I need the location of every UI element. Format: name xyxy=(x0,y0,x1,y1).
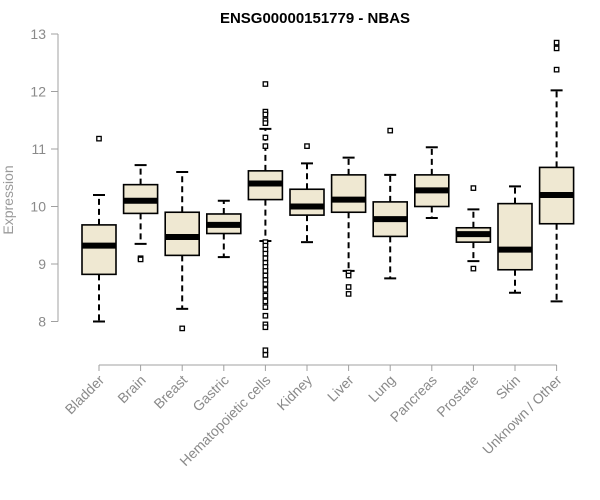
x-tick-label: Liver xyxy=(324,372,357,405)
outlier-point xyxy=(304,143,310,149)
outlier-point xyxy=(262,292,269,299)
outlier-point xyxy=(262,255,269,262)
outlier-point xyxy=(470,185,477,191)
outlier-point xyxy=(262,298,269,305)
outlier-point xyxy=(553,39,560,46)
outlier-point xyxy=(470,265,477,272)
y-tick-label: 11 xyxy=(31,141,46,157)
iqr-box xyxy=(497,202,533,271)
outlier-point xyxy=(553,45,560,52)
box-bladder xyxy=(81,135,117,323)
y-axis-label: Expression xyxy=(0,165,16,234)
outlier-point xyxy=(262,268,269,274)
x-tick-label: Lung xyxy=(365,372,398,405)
outlier-point xyxy=(262,250,269,257)
x-tick-label: Brain xyxy=(114,372,148,406)
box-prostate xyxy=(455,185,492,272)
iqr-box xyxy=(164,211,200,257)
outlier-point xyxy=(553,66,560,73)
iqr-box xyxy=(81,224,117,276)
x-tick-label: Breast xyxy=(150,372,190,412)
y-tick-label: 13 xyxy=(30,26,46,42)
box-unknown-other xyxy=(538,39,575,303)
box-hematopoietic-cells xyxy=(247,81,284,358)
y-tick-label: 12 xyxy=(30,84,46,100)
y-tick-label: 10 xyxy=(30,199,46,215)
outlier-point xyxy=(262,81,269,87)
outlier-point xyxy=(262,272,269,279)
outlier-point xyxy=(262,304,269,310)
outlier-point xyxy=(262,134,269,141)
y-tick-label: 8 xyxy=(38,314,46,330)
y-axis: 8 9 10 11 12 13 xyxy=(30,26,59,330)
iqr-box xyxy=(289,188,325,216)
box-breast xyxy=(164,171,200,332)
outlier-point xyxy=(262,287,269,293)
box-skin xyxy=(497,185,533,294)
outlier-point xyxy=(345,272,352,279)
outlier-point xyxy=(96,135,102,142)
x-tick-label: Prostate xyxy=(433,372,481,420)
box-kidney xyxy=(289,143,325,244)
outlier-point xyxy=(262,143,269,149)
plot-area xyxy=(81,39,575,358)
x-tick-label: Bladder xyxy=(62,372,108,418)
outlier-point xyxy=(387,127,394,134)
box-brain xyxy=(122,164,159,263)
outlier-point xyxy=(262,351,269,358)
outlier-point xyxy=(262,111,269,118)
iqr-box xyxy=(330,174,367,214)
y-tick-label: 9 xyxy=(38,256,46,272)
x-tick-label: Unknown / Other xyxy=(479,372,565,458)
box-gastric xyxy=(206,199,242,259)
chart-title: ENSG00000151779 - NBAS xyxy=(220,10,410,27)
outlier-point xyxy=(345,291,352,297)
outlier-point xyxy=(262,312,269,319)
box-pancreas xyxy=(413,146,450,219)
outlier-point xyxy=(262,347,269,354)
outlier-point xyxy=(262,120,269,126)
box-lung xyxy=(372,127,409,280)
outlier-point xyxy=(345,284,352,290)
x-tick-label: Kidney xyxy=(274,372,316,414)
outlier-point xyxy=(137,256,144,263)
outlier-point xyxy=(262,324,269,331)
outlier-point xyxy=(179,325,186,332)
box-liver xyxy=(330,156,367,297)
x-tick-label: Skin xyxy=(493,372,524,403)
outlier-point xyxy=(262,281,269,287)
